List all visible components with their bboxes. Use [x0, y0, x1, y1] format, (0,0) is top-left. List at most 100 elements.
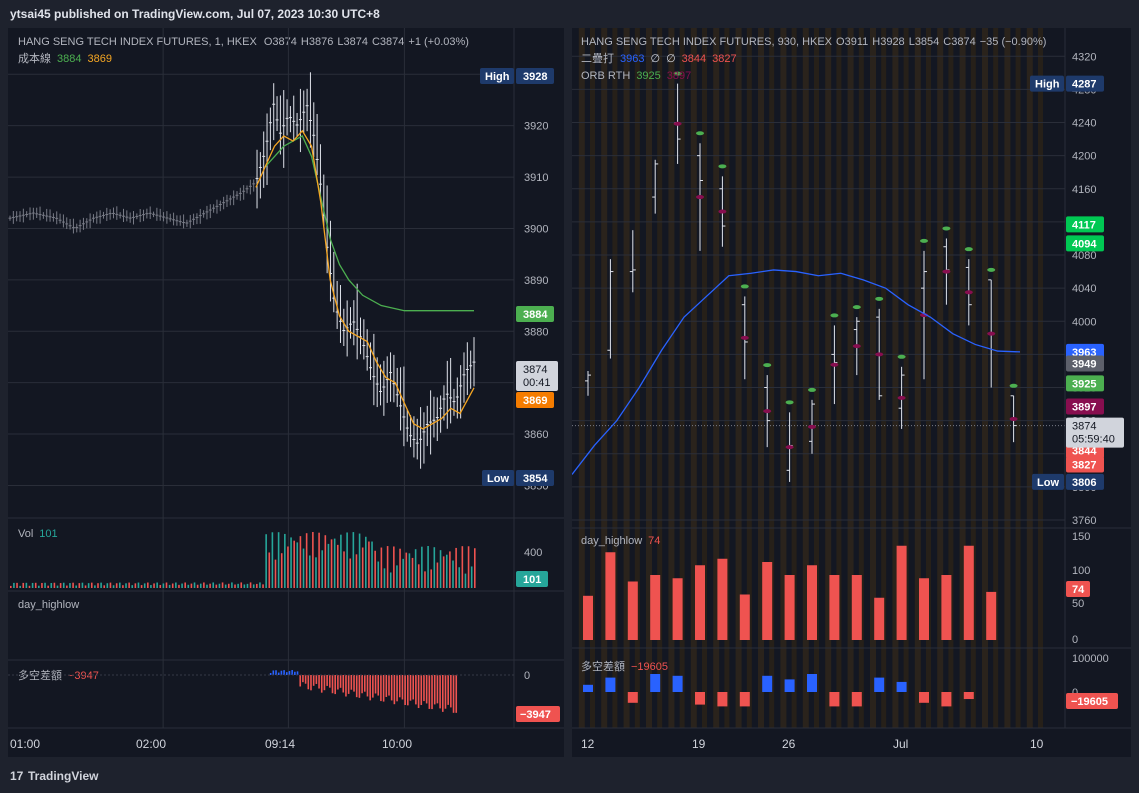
left-ls-bar [396, 675, 398, 702]
left-vol-bar [421, 546, 423, 588]
right-session-stripe [993, 28, 999, 728]
left-vol-bar [449, 551, 451, 588]
right-ls-bar [963, 692, 974, 700]
left-ls-bar [409, 675, 412, 701]
right-price-tick: 4000 [1072, 316, 1096, 328]
right-ls-legend: 多空差額 −19605 [581, 659, 668, 673]
right-dh-bar [784, 575, 795, 640]
left-vol-bar [321, 550, 324, 588]
left-vol-bar [100, 582, 102, 588]
left-vol-bar [162, 583, 165, 588]
right-x-label-19: 19 [692, 737, 706, 751]
right-dh-bar [874, 597, 885, 640]
right-session-stripe [892, 28, 899, 728]
left-vol-bar [280, 553, 283, 588]
left-ls-bar [277, 672, 280, 675]
left-vol-bar [305, 533, 308, 588]
left-ls-bar [283, 670, 285, 675]
left-vol-bar [308, 555, 311, 588]
left-vol-bar [125, 583, 127, 588]
right-session-stripe [769, 28, 775, 728]
left-ls-bar [339, 675, 342, 688]
right-price-box-bg [1066, 398, 1104, 415]
left-price-tick: 3890 [524, 275, 548, 287]
right-orb-high-marker [673, 71, 682, 76]
right-high-value-bg [1066, 75, 1104, 92]
left-vol-bar [268, 552, 271, 588]
right-high-label: High [1035, 79, 1060, 91]
left-vol-bar [346, 532, 348, 588]
right-session-stripe [914, 28, 921, 728]
left-vol-bar [150, 585, 152, 588]
left-vol-bar [199, 583, 202, 588]
right-dh-bar [583, 595, 593, 640]
left-vol-bar [315, 557, 317, 588]
left-vol-bar [66, 585, 68, 588]
left-ls-bar [294, 671, 296, 675]
right-dh-bar [941, 575, 952, 640]
left-ls-bar [358, 675, 361, 698]
right-chart-svg[interactable]: 3760380038403880392039604000404040804120… [572, 28, 1131, 757]
right-ls-bar [874, 677, 885, 692]
left-ls-bar [393, 675, 396, 705]
right-chart-panel[interactable]: 3760380038403880392039604000404040804120… [572, 28, 1131, 757]
left-vol-bar [78, 583, 81, 588]
left-ls-bar [269, 673, 272, 675]
left-vol-bar [436, 562, 439, 588]
left-price-box: 3874 [523, 364, 547, 376]
left-vol-bar [299, 536, 302, 588]
right-price-tick: 4080 [1072, 250, 1096, 262]
right-session-stripe [578, 28, 585, 728]
left-vol-bar [256, 583, 258, 588]
right-price-box-bg [1066, 216, 1104, 233]
right-dh-bar [672, 578, 683, 640]
left-vol-bar [137, 582, 140, 588]
left-vol-bar [277, 532, 280, 588]
left-vol-bar [336, 544, 339, 588]
right-session-stripe [814, 28, 819, 728]
right-price-box-3949: 3949 [1072, 358, 1096, 370]
right-price-tick: 4200 [1072, 151, 1096, 163]
left-vol-bar [371, 541, 373, 588]
right-orb-high-marker [987, 267, 996, 272]
left-chart-panel[interactable]: HANG SENG TECH INDEX FUTURES, 1, HKEX O3… [8, 28, 564, 757]
left-vol-bar [271, 532, 274, 588]
left-ls-bar [390, 675, 393, 701]
left-vol-bar [474, 548, 476, 588]
left-vol-bar [218, 583, 221, 588]
right-session-stripe [970, 28, 976, 728]
right-session-stripe [623, 28, 630, 728]
right-orb-low-marker [852, 344, 861, 349]
right-orb-low-marker [897, 395, 906, 400]
left-ls-box-bg [516, 706, 560, 722]
right-dh-bar [851, 575, 862, 640]
left-vol-bar [75, 585, 77, 588]
left-ls-bar [363, 675, 366, 692]
left-ls-bar [444, 675, 447, 709]
right-dh-tick-100: 100 [1072, 565, 1090, 577]
right-orb-low-marker [964, 290, 973, 295]
left-vol-bar [284, 533, 286, 588]
left-ls-bar [366, 675, 369, 697]
right-session-stripe [1038, 28, 1043, 728]
left-vol-box: 101 [523, 574, 541, 586]
left-vol-bar [393, 546, 395, 588]
left-chart-svg[interactable]: HANG SENG TECH INDEX FUTURES, 1, HKEX O3… [8, 28, 564, 757]
left-vol-bar [365, 536, 367, 588]
right-dh-bar [963, 545, 974, 640]
right-price-box-bg [1066, 355, 1104, 372]
left-ls-bar [307, 675, 310, 690]
left-ls-bar [315, 675, 318, 684]
tradingview-logo[interactable]: 17 TradingView [10, 769, 98, 783]
left-ls-bar [455, 675, 458, 713]
left-vol-bar [343, 551, 345, 588]
left-vol-bar [215, 584, 218, 588]
left-vol-bar [461, 546, 464, 588]
left-ls-bar [404, 675, 406, 705]
right-orb-low-marker [1009, 416, 1018, 421]
left-vol-bar [156, 582, 158, 588]
right-dh-tick-0: 0 [1072, 634, 1078, 646]
right-price-tick: 4040 [1072, 283, 1096, 295]
left-vol-bar [361, 547, 364, 588]
left-ls-bar [425, 675, 428, 704]
